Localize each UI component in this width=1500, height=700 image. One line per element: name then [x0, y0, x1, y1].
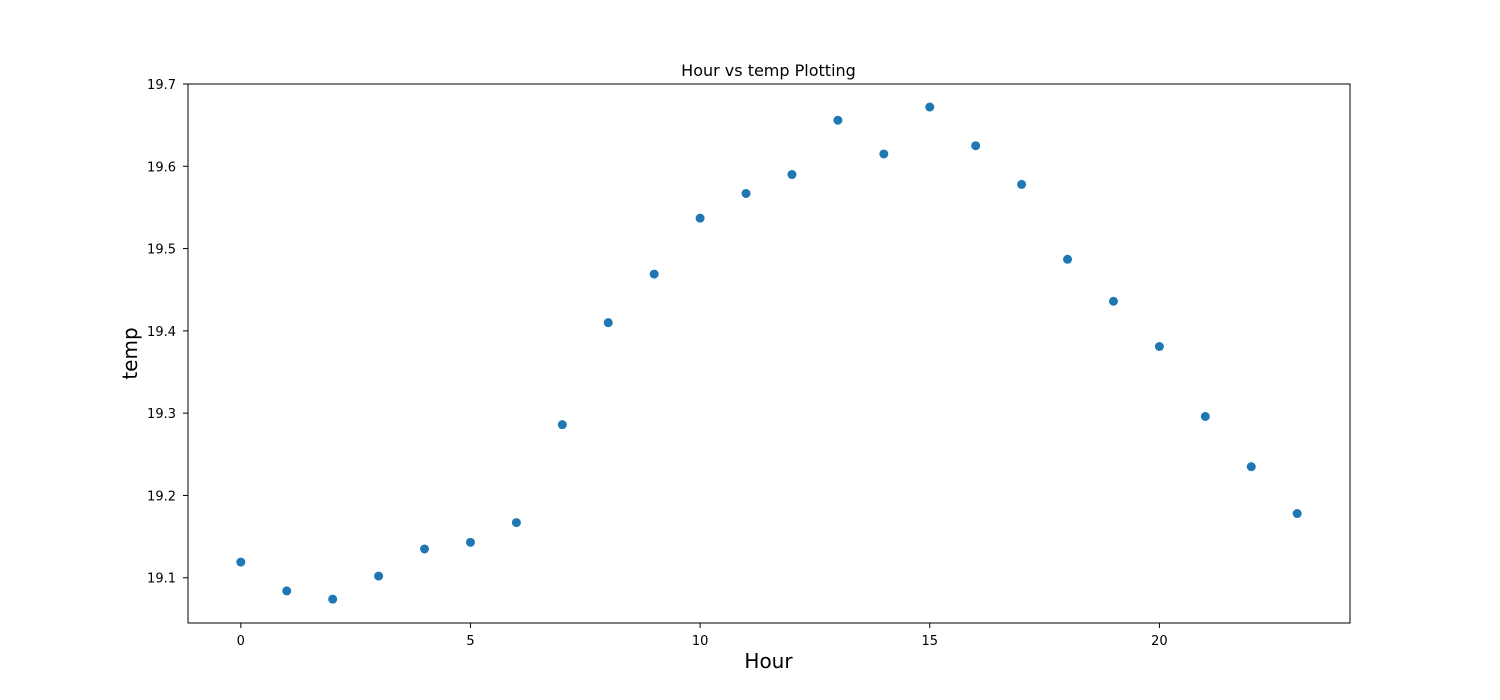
y-axis-ticks: 19.1 19.2 19.3 19.4 19.5 19.6 19.7: [147, 78, 188, 587]
data-point: [1017, 179, 1027, 189]
y-tick-label: 19.2: [147, 489, 176, 504]
y-tick-label: 19.4: [147, 325, 176, 340]
data-point: [465, 537, 475, 547]
data-point: [236, 557, 246, 567]
data-point: [1246, 462, 1256, 472]
data-point: [557, 420, 567, 430]
x-tick-label: 0: [237, 634, 245, 649]
plot-frame: [187, 83, 1351, 624]
y-axis-label: temp: [118, 327, 142, 379]
y-tick-label: 19.6: [147, 160, 176, 175]
data-point: [282, 586, 292, 596]
x-tick-label: 5: [466, 634, 474, 649]
data-point: [649, 269, 659, 279]
y-tick-label: 19.1: [147, 572, 176, 587]
x-axis-label: Hour: [744, 649, 793, 673]
data-point: [1063, 254, 1073, 264]
data-point: [695, 213, 705, 223]
data-point: [1154, 342, 1164, 352]
data-point: [511, 518, 521, 528]
data-point: [787, 170, 797, 180]
data-point: [741, 188, 751, 198]
data-point: [374, 571, 384, 581]
data-point: [328, 594, 338, 604]
data-point: [420, 544, 430, 554]
data-points: [236, 102, 1302, 604]
chart-title: Hour vs temp Plotting: [681, 61, 856, 80]
data-point: [833, 115, 843, 125]
x-axis-ticks: 0 5 10 15 20: [237, 623, 1168, 649]
data-point: [1108, 296, 1118, 306]
x-tick-label: 15: [921, 634, 938, 649]
x-tick-label: 20: [1151, 634, 1168, 649]
data-point: [971, 141, 981, 151]
y-tick-label: 19.5: [147, 243, 176, 258]
y-tick-label: 19.7: [147, 78, 176, 93]
data-point: [1292, 509, 1302, 519]
data-point: [925, 102, 935, 112]
data-point: [603, 318, 613, 328]
x-tick-label: 10: [692, 634, 709, 649]
data-point: [1200, 411, 1210, 421]
y-tick-label: 19.3: [147, 407, 176, 422]
data-point: [879, 149, 889, 159]
